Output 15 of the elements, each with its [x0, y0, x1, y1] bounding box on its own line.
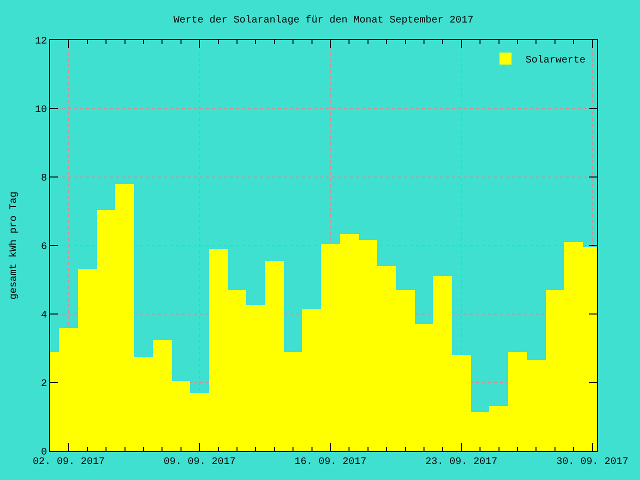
y-tick-label: 8 [40, 174, 47, 184]
y-tick-label: 6 [40, 242, 47, 253]
x-tick-label: 02. 09. 2017 [32, 457, 105, 468]
y-axis-title: gesamt kWh pro Tag [8, 191, 20, 300]
y-tick-label: 4 [40, 310, 47, 322]
y-tick-label: 12 [34, 36, 47, 48]
x-tick-label: 09. 09. 2017 [164, 457, 236, 468]
chart-title: Werte der Solaranlage für den Monat September 2017 [173, 14, 474, 26]
legend-label: Solarwerte [526, 54, 586, 67]
x-tick-label: 30. 09. 2017 [556, 457, 628, 468]
y-tick-label: 0 [40, 448, 47, 458]
y-tick-label: 2 [40, 379, 47, 390]
x-tick-label: 16. 09. 2017 [294, 457, 367, 468]
x-tick-label: 23. 09. 2017 [425, 457, 498, 468]
y-tick-label: 10 [34, 105, 47, 116]
